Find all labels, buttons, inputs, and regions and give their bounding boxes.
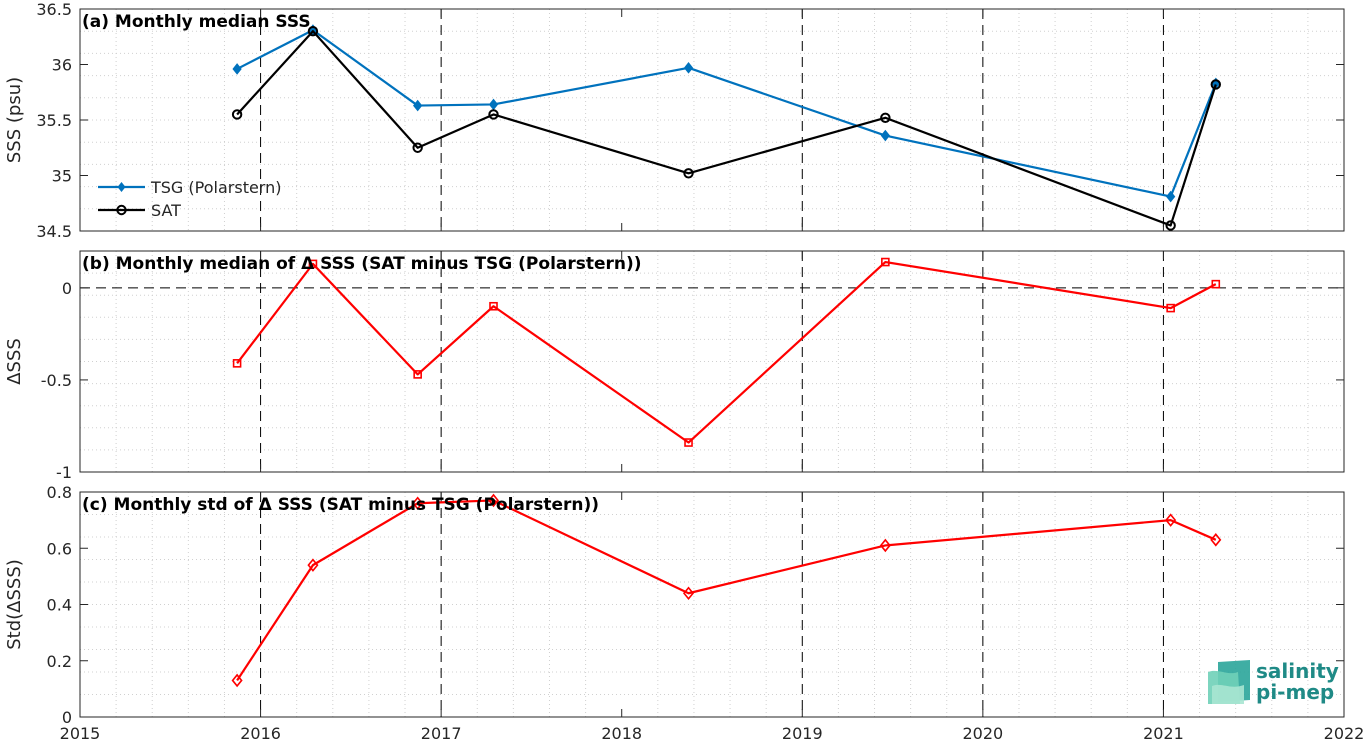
ytick-label: -0.5 bbox=[41, 371, 72, 390]
data-point bbox=[880, 112, 891, 123]
data-point bbox=[231, 109, 243, 120]
ytick-label: 36 bbox=[52, 56, 72, 75]
y-axis-label: SSS (psu) bbox=[4, 77, 25, 163]
legend-label: SAT bbox=[151, 201, 181, 220]
legend-marker bbox=[117, 182, 126, 192]
data-point bbox=[879, 538, 891, 553]
data-point bbox=[1211, 279, 1221, 289]
data-point bbox=[684, 438, 693, 447]
xtick-label: 2016 bbox=[240, 724, 281, 743]
data-point bbox=[683, 168, 694, 179]
ytick-label: 0.8 bbox=[47, 483, 72, 502]
data-point bbox=[488, 109, 499, 120]
y-axis-label: Std(ΔSSS) bbox=[4, 559, 25, 650]
panel-2: -1 -0.5 0 ΔSSS (b) Monthly median of Δ SSS (… bbox=[4, 250, 1345, 482]
data-point bbox=[232, 359, 242, 368]
panel-title: (a) Monthly median SSS bbox=[82, 12, 311, 32]
logo-mark-wave-front bbox=[1212, 684, 1244, 704]
axes-frame bbox=[79, 250, 1345, 473]
xtick-label: 2020 bbox=[962, 724, 1003, 743]
data-point bbox=[1165, 220, 1176, 231]
data-point bbox=[413, 370, 422, 379]
data-point bbox=[1166, 303, 1175, 313]
ytick-label: 34.5 bbox=[36, 222, 72, 241]
data-point bbox=[308, 259, 318, 269]
series-line bbox=[236, 30, 1217, 227]
ytick-label: 0 bbox=[62, 279, 72, 298]
data-point bbox=[1165, 513, 1177, 527]
ytick-label: 0.2 bbox=[47, 652, 72, 671]
xtick-label: 2019 bbox=[782, 724, 823, 743]
ytick-label: 35.5 bbox=[36, 111, 72, 130]
xtick-label: 2015 bbox=[60, 724, 101, 743]
data-point bbox=[412, 142, 423, 153]
data-point bbox=[307, 558, 319, 572]
xtick-label: 2018 bbox=[601, 724, 642, 743]
ytick-label: 0 bbox=[62, 708, 72, 727]
data-point bbox=[231, 673, 243, 688]
data-point bbox=[413, 99, 423, 112]
data-point bbox=[412, 496, 424, 511]
ytick-label: -1 bbox=[56, 463, 72, 482]
data-point bbox=[232, 63, 242, 75]
panel-title: (b) Monthly median of Δ SSS (SAT minus T… bbox=[82, 254, 642, 274]
ytick-label: 0.6 bbox=[47, 539, 72, 558]
data-point bbox=[487, 493, 500, 508]
data-point bbox=[1166, 190, 1176, 203]
data-point bbox=[1210, 79, 1221, 90]
panel-3: 0 0.2 0.4 0.6 0.8 2015 2016 2017 2018 2019 2020 202… bbox=[4, 483, 1364, 743]
ytick-label: 36.5 bbox=[36, 0, 72, 19]
series-line bbox=[236, 260, 1217, 444]
legend-marker bbox=[116, 204, 127, 216]
legend-label: TSG (Polarstern) bbox=[150, 178, 281, 197]
data-point bbox=[880, 129, 890, 142]
data-point bbox=[307, 26, 319, 37]
ytick-label: 0.4 bbox=[47, 596, 72, 615]
panel-title: (c) Monthly std of Δ SSS (SAT minus TSG … bbox=[82, 495, 599, 515]
panel-1: 34.5 35 35.5 36 36.5 SSS (psu) (a) Monthly med… bbox=[4, 0, 1345, 241]
xtick-label: 2021 bbox=[1143, 724, 1184, 743]
y-axis-label: ΔSSS bbox=[4, 338, 25, 385]
legend: TSG (Polarstern) SAT bbox=[98, 178, 281, 220]
logo-text-line1: salinity bbox=[1256, 659, 1339, 683]
ytick-label: 35 bbox=[52, 167, 72, 186]
data-point bbox=[881, 257, 890, 267]
data-point bbox=[683, 62, 694, 74]
logo-text-line2: pi-mep bbox=[1256, 680, 1334, 704]
series-line bbox=[236, 499, 1217, 682]
data-point bbox=[682, 586, 695, 601]
data-point bbox=[489, 301, 498, 311]
data-point bbox=[1210, 533, 1222, 547]
xtick-label: 2022 bbox=[1324, 724, 1365, 743]
series-line bbox=[236, 28, 1217, 198]
xtick-label: 2017 bbox=[421, 724, 462, 743]
